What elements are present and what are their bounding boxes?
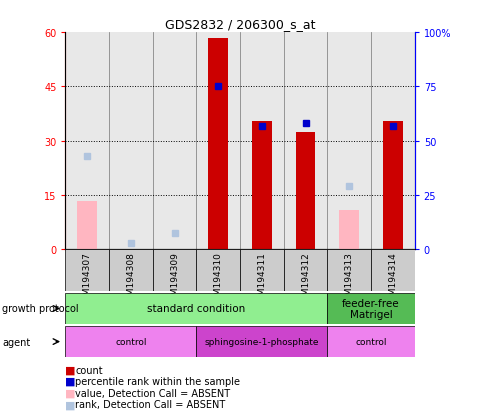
Bar: [339, 210, 358, 250]
Text: GSM194312: GSM194312: [301, 252, 309, 306]
Text: control: control: [355, 337, 386, 346]
Text: GSM194314: GSM194314: [388, 252, 396, 306]
Text: feeder-free
Matrigel: feeder-free Matrigel: [342, 298, 399, 320]
Bar: [327, 293, 414, 324]
Bar: [252, 121, 271, 250]
Text: growth protocol: growth protocol: [2, 304, 79, 314]
Bar: [65, 326, 196, 357]
Bar: [77, 201, 97, 250]
Bar: [196, 33, 240, 250]
Bar: [208, 38, 227, 250]
Bar: [152, 33, 196, 250]
Bar: [65, 33, 109, 250]
Bar: [327, 250, 370, 291]
Bar: [327, 326, 414, 357]
Bar: [283, 250, 327, 291]
Bar: [295, 133, 315, 250]
Text: standard condition: standard condition: [147, 304, 245, 314]
Bar: [109, 250, 152, 291]
Text: value, Detection Call = ABSENT: value, Detection Call = ABSENT: [75, 388, 230, 398]
Text: GSM194313: GSM194313: [344, 252, 353, 307]
Text: sphingosine-1-phosphate: sphingosine-1-phosphate: [204, 337, 318, 346]
Text: ■: ■: [65, 388, 76, 398]
Bar: [370, 33, 414, 250]
Bar: [152, 250, 196, 291]
Text: GSM194308: GSM194308: [126, 252, 135, 307]
Title: GDS2832 / 206300_s_at: GDS2832 / 206300_s_at: [165, 17, 315, 31]
Text: ■: ■: [65, 399, 76, 409]
Text: GSM194311: GSM194311: [257, 252, 266, 307]
Bar: [65, 250, 109, 291]
Bar: [196, 326, 327, 357]
Text: control: control: [115, 337, 146, 346]
Bar: [283, 33, 327, 250]
Text: ■: ■: [65, 376, 76, 386]
Bar: [65, 293, 327, 324]
Text: ■: ■: [65, 365, 76, 375]
Bar: [240, 250, 283, 291]
Bar: [240, 33, 283, 250]
Text: agent: agent: [2, 337, 30, 347]
Text: GSM194309: GSM194309: [170, 252, 179, 307]
Bar: [196, 250, 240, 291]
Text: GSM194310: GSM194310: [213, 252, 222, 307]
Text: count: count: [75, 365, 103, 375]
Bar: [370, 250, 414, 291]
Bar: [382, 121, 402, 250]
Text: percentile rank within the sample: percentile rank within the sample: [75, 376, 240, 386]
Text: GSM194307: GSM194307: [83, 252, 91, 307]
Bar: [109, 33, 152, 250]
Bar: [327, 33, 370, 250]
Text: rank, Detection Call = ABSENT: rank, Detection Call = ABSENT: [75, 399, 225, 409]
